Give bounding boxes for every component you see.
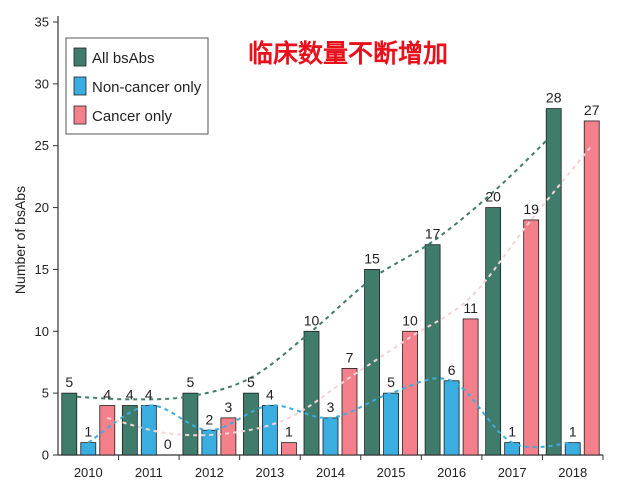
x-tick-label: 2014 <box>316 465 345 480</box>
data-label: 17 <box>425 226 441 242</box>
bar-non-cancer <box>322 417 339 456</box>
legend-box <box>65 37 209 135</box>
data-label: 5 <box>65 374 73 390</box>
y-tick-label: 35 <box>35 15 49 30</box>
bar-all-bsabs <box>424 244 441 456</box>
data-label: 5 <box>247 374 255 390</box>
bar-cancer <box>220 417 237 456</box>
trendlines <box>69 132 593 449</box>
data-label: 1 <box>84 424 92 440</box>
x-tick-label: 2015 <box>377 465 406 480</box>
data-label: 1 <box>508 424 516 440</box>
data-label: 10 <box>304 312 320 328</box>
data-label: 4 <box>266 387 274 403</box>
x-tick-label: 2017 <box>498 465 527 480</box>
data-label: 1 <box>569 424 577 440</box>
y-axis-title: Number of bsAbs <box>12 186 28 294</box>
legend: All bsAbs Non-cancer only Cancer only <box>65 37 209 135</box>
data-label: 3 <box>224 399 232 415</box>
x-tick-label: 2018 <box>558 465 587 480</box>
bar-all-bsabs <box>485 207 502 456</box>
data-label: 4 <box>126 387 134 403</box>
y-tick-label: 20 <box>35 200 49 215</box>
data-label: 15 <box>364 250 380 266</box>
bars <box>61 108 600 456</box>
bar-non-cancer <box>201 429 218 456</box>
x-tick-label: 2013 <box>255 465 284 480</box>
legend-label-all-bsabs: All bsAbs <box>92 50 155 67</box>
bar-cancer <box>462 318 479 456</box>
y-tick-label: 5 <box>42 386 49 401</box>
y-tick-label: 10 <box>35 324 49 339</box>
bar-non-cancer <box>80 442 97 456</box>
bar-all-bsabs <box>364 269 380 456</box>
chart-annotation: 临床数量不断增加 <box>248 39 448 68</box>
data-label: 27 <box>584 102 600 118</box>
bar-all-bsabs <box>61 392 78 456</box>
bar-non-cancer <box>443 380 460 456</box>
data-label: 10 <box>402 312 418 328</box>
y-axis: 0 5 10 15 20 25 30 35 <box>35 15 59 463</box>
bar-all-bsabs <box>182 392 199 456</box>
data-label: 1 <box>285 424 293 440</box>
bar-all-bsabs <box>121 405 138 456</box>
bar-all-bsabs <box>243 392 259 456</box>
bar-cancer <box>583 120 600 456</box>
data-label: 20 <box>485 189 501 205</box>
bar-all-bsabs <box>303 330 320 456</box>
x-tick-label: 2011 <box>135 465 163 480</box>
data-label: 6 <box>448 362 456 378</box>
trendline-non-cancer <box>87 377 573 449</box>
data-label: 4 <box>103 387 111 403</box>
bar-all-bsabs <box>545 108 562 456</box>
data-label: 0 <box>164 436 172 452</box>
bar-cancer <box>99 405 116 456</box>
bar-cancer <box>523 219 540 456</box>
x-tick-label: 2016 <box>437 465 466 480</box>
bar-cancer <box>402 330 418 456</box>
bar-cancer <box>341 367 358 456</box>
data-label: 5 <box>387 374 395 390</box>
legend-label-cancer: Cancer only <box>92 108 173 125</box>
trendline-cancer <box>107 145 593 437</box>
trendline-all-bsabs <box>69 132 555 401</box>
legend-label-non-cancer: Non-cancer only <box>92 79 202 96</box>
data-label: 11 <box>463 300 478 316</box>
y-tick-label: 30 <box>35 76 49 91</box>
x-tick-label: 2012 <box>195 465 224 480</box>
data-label: 19 <box>523 201 539 217</box>
x-tick-label: 2010 <box>74 465 103 480</box>
bar-non-cancer <box>262 405 278 456</box>
data-label: 7 <box>346 349 354 365</box>
data-label: 2 <box>205 411 213 427</box>
data-label: 4 <box>145 387 153 403</box>
legend-swatch-cancer <box>73 105 87 125</box>
y-tick-label: 15 <box>35 262 49 277</box>
data-label: 28 <box>546 90 562 106</box>
y-tick-label: 25 <box>35 138 49 153</box>
y-tick-label: 0 <box>42 448 49 463</box>
legend-swatch-all-bsabs <box>73 47 87 67</box>
legend-swatch-non-cancer <box>73 76 87 96</box>
bar-non-cancer <box>383 392 399 456</box>
bar-cancer <box>281 442 297 456</box>
bar-non-cancer <box>564 442 581 456</box>
x-axis: 2010 2011 2012 2013 2014 2015 2016 2017 2018 <box>58 454 604 480</box>
data-label: 3 <box>327 399 335 415</box>
data-label: 5 <box>186 374 194 390</box>
